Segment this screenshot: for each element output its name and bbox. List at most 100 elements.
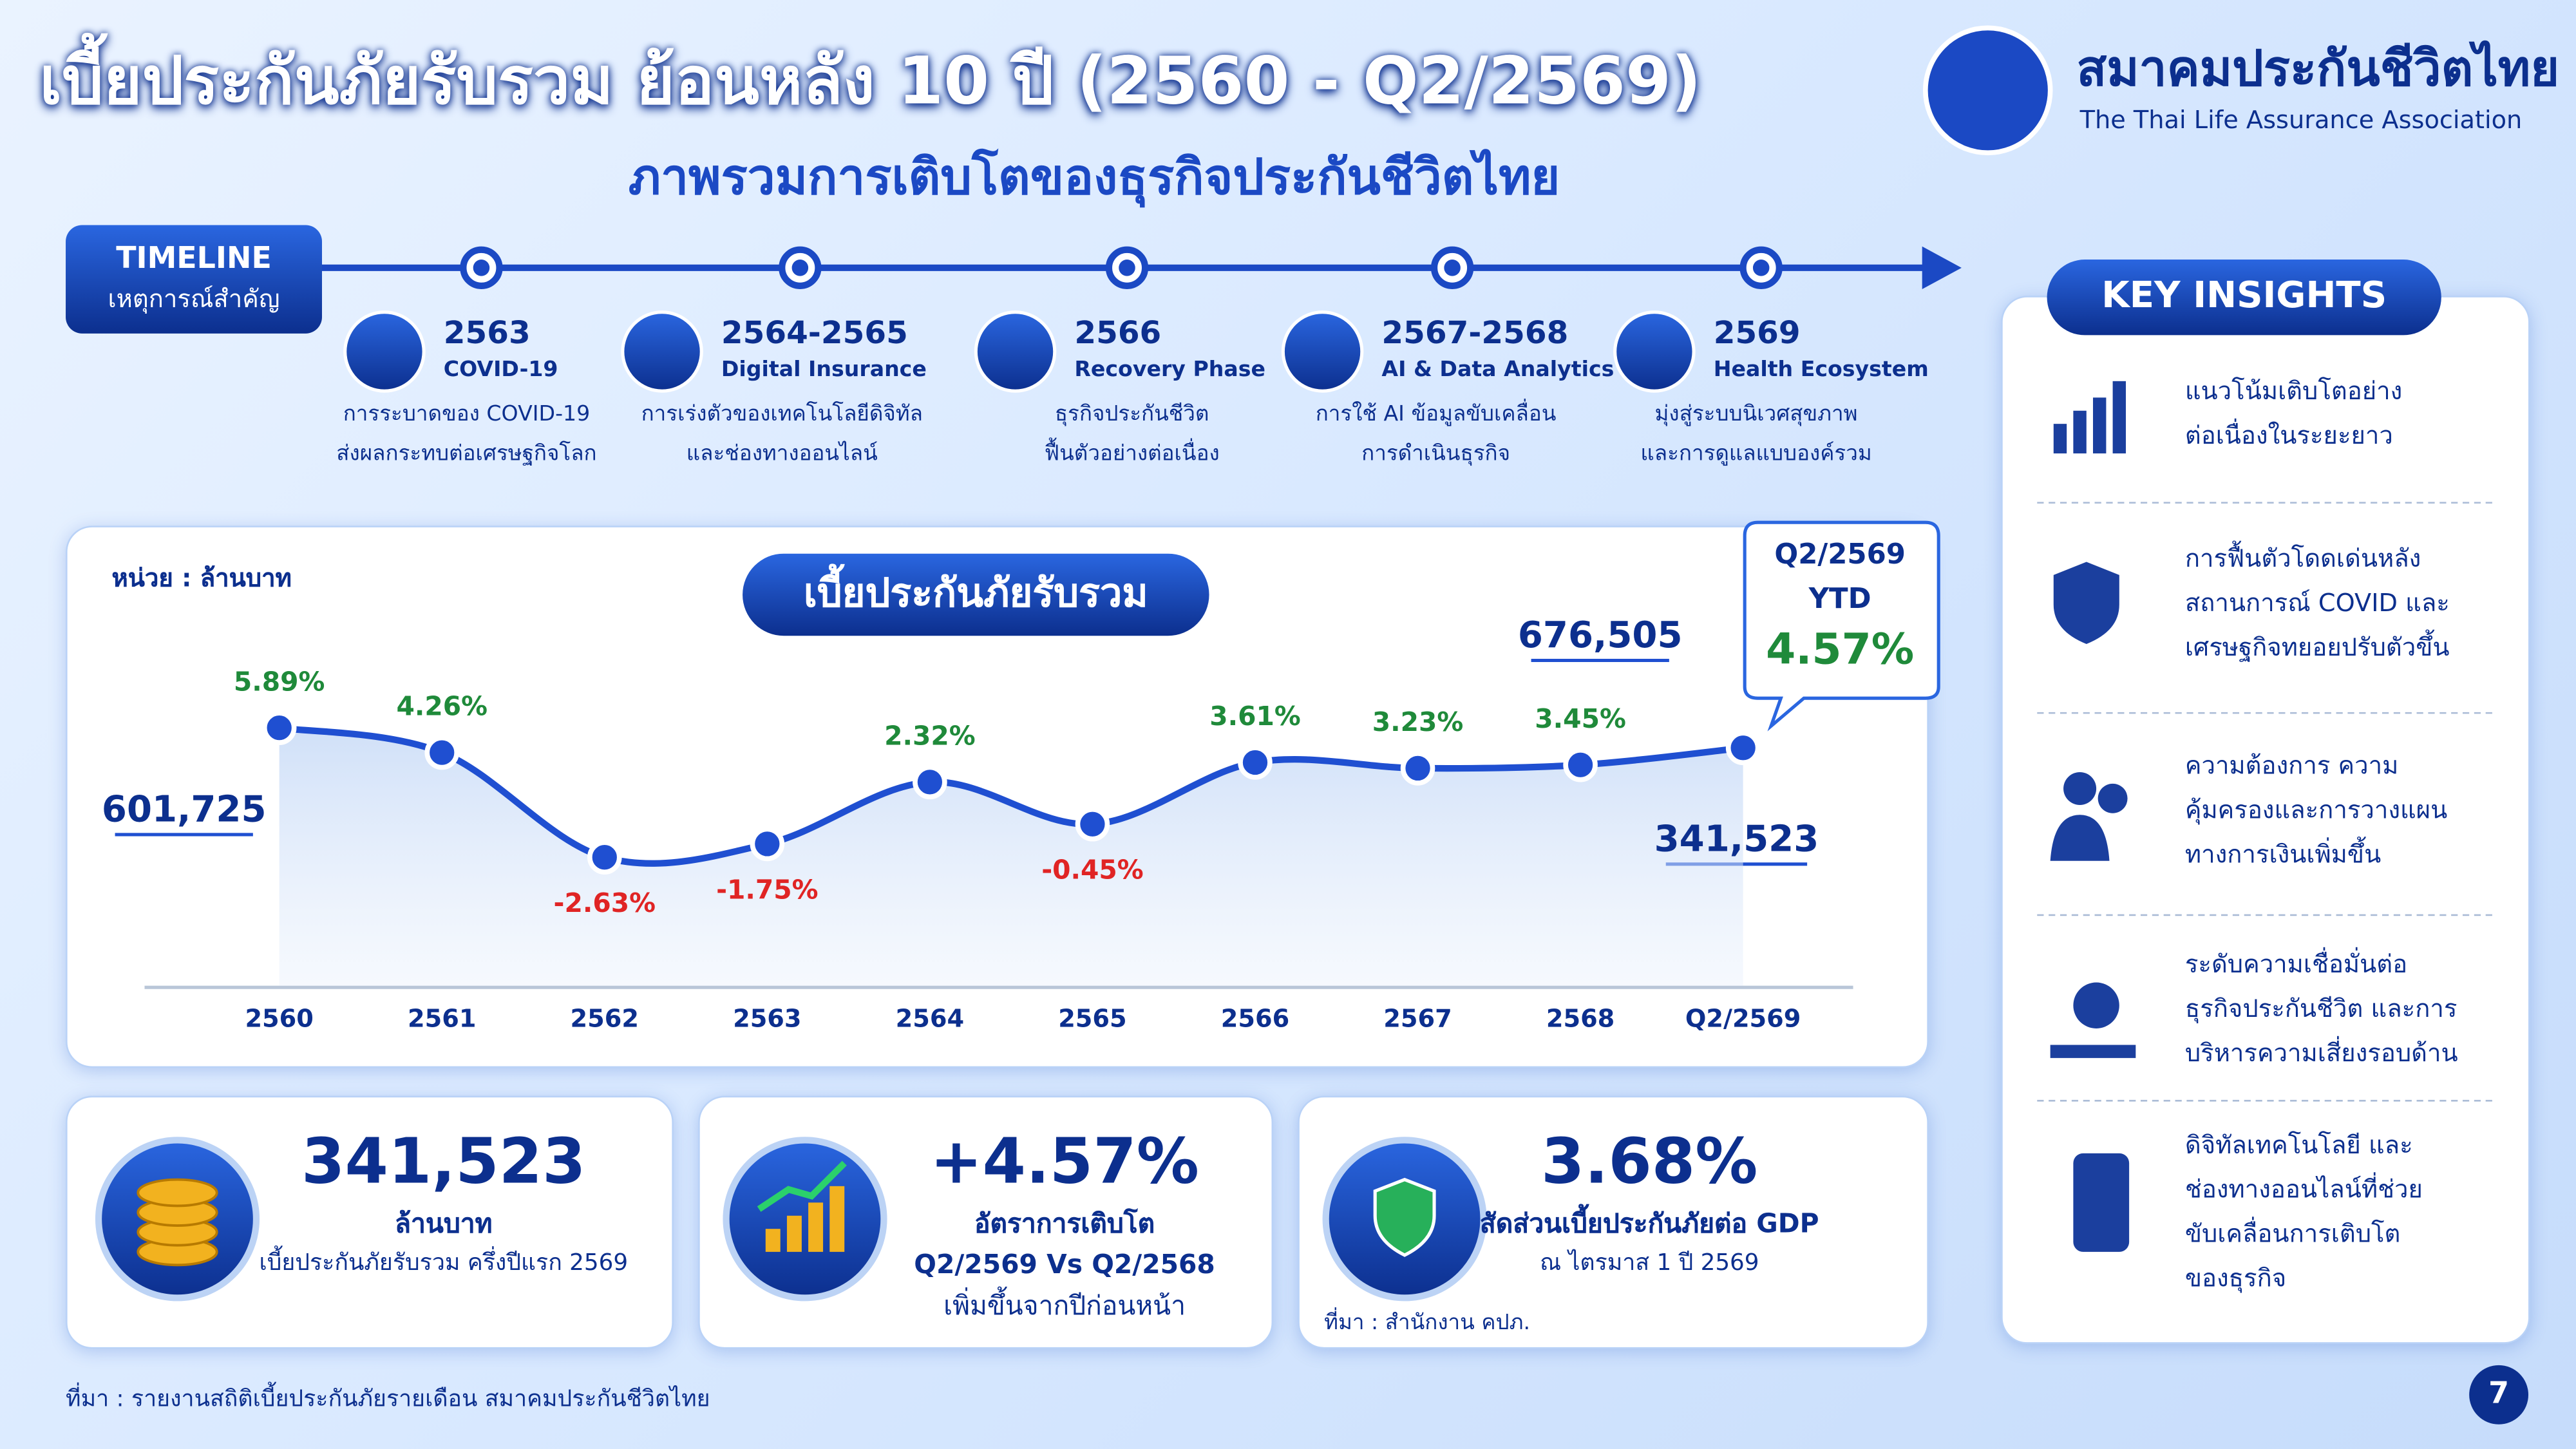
- insight-icons: [2050, 381, 2136, 1252]
- growth-icon: [765, 1186, 845, 1252]
- card-text: เบี้ยประกันภัยรับรวม ครึ่งปีแรก 2569: [259, 1250, 629, 1277]
- chart-unit: หน่วย : ล้านบาท: [111, 563, 292, 593]
- line: [278, 724, 1744, 867]
- event-tag: Health Ecosystem: [1713, 358, 1929, 383]
- x-tick-label: 2564: [896, 1005, 964, 1034]
- event-text: มุ่งสู่ระบบนิเวศสุขภาพ: [1654, 402, 1858, 428]
- insight-text: แนวโน้มเติบโตอย่าง: [2184, 376, 2403, 406]
- area: [279, 728, 1743, 986]
- event-year: 2569: [1713, 315, 1801, 352]
- data-label: 3.45%: [1535, 703, 1626, 734]
- event-text: และการดูแลแบบองค์รวม: [1640, 442, 1872, 467]
- event-text: การระบาดของ COVID-19: [343, 402, 591, 428]
- card-text: เพิ่มขึ้นจากปีก่อนหน้า: [943, 1289, 1186, 1321]
- logo-emblem: [1922, 25, 2053, 156]
- event-text: การดำเนินธุรกิจ: [1361, 442, 1511, 467]
- x-tick-label: 2560: [245, 1005, 313, 1034]
- insight-text: ทางการเงินเพิ่มขึ้น: [2184, 839, 2382, 869]
- insight-text: เศรษฐกิจทยอยปรับตัวขึ้น: [2184, 632, 2450, 663]
- data-label: 4.26%: [396, 691, 488, 722]
- card-text: ล้านบาท: [394, 1207, 493, 1239]
- x-tick-label: 2563: [733, 1005, 801, 1034]
- shield-icon: [1373, 1177, 1436, 1257]
- data-label: 3.61%: [1209, 701, 1301, 732]
- timeline-label: TIMELINE: [116, 241, 272, 276]
- card-value: +4.57%: [930, 1125, 1199, 1198]
- point: [913, 764, 947, 800]
- x-tick-label: 2562: [571, 1005, 639, 1034]
- timeline-dot-cores: [473, 260, 1770, 276]
- event-tag: Recovery Phase: [1074, 358, 1266, 383]
- data-label: -0.45%: [1041, 855, 1143, 886]
- insight-text: ความต้องการ ความ: [2184, 750, 2399, 781]
- x-tick-label: 2567: [1383, 1005, 1452, 1034]
- chart-title: เบี้ยประกันภัยรับรวม: [803, 570, 1148, 616]
- event-text: ฟื้นตัวอย่างต่อเนื่อง: [1044, 442, 1220, 467]
- footer-source: ที่มา : รายงานสถิติเบี้ยประกันภัยรายเดือ…: [66, 1387, 710, 1413]
- insight-text: บริหารความเสี่ยงรอบด้าน: [2184, 1038, 2458, 1068]
- card-text: อัตราการเติบโต: [974, 1207, 1155, 1239]
- timeline-badge: [66, 225, 322, 334]
- insight-dividers: [2037, 502, 2494, 1102]
- x-tick-label: 2565: [1058, 1005, 1126, 1034]
- source-note: ที่มา : สำนักงาน คปภ.: [1324, 1311, 1531, 1336]
- card-text: สัดส่วนเบี้ยประกันภัยต่อ GDP: [1479, 1207, 1819, 1239]
- x-tick-label: 2566: [1221, 1005, 1289, 1034]
- event-year: 2564-2565: [721, 315, 908, 352]
- insights-title: KEY INSIGHTS: [2101, 276, 2387, 317]
- insight-text: ช่องทางออนไลน์ที่ช่วย: [2184, 1174, 2423, 1204]
- point: [1075, 806, 1110, 842]
- page-number: 7: [2488, 1376, 2510, 1412]
- event-text: การเร่งตัวของเทคโนโลยีดิจิทัล: [641, 402, 923, 428]
- event-text: และช่องทางออนไลน์: [686, 442, 878, 467]
- event-tag: Digital Insurance: [721, 358, 927, 383]
- event-text: ธุรกิจประกันชีวิต: [1054, 402, 1209, 428]
- insight-text: คุ้มครองและการวางแผน: [2184, 795, 2448, 825]
- insight-text: ขับเคลื่อนการเติบโต: [2184, 1218, 2401, 1249]
- card-text: Q2/2569 Vs Q2/2568: [914, 1248, 1215, 1280]
- card-value: 3.68%: [1541, 1125, 1758, 1198]
- timeline-sublabel: เหตุการณ์สำคัญ: [108, 284, 280, 314]
- page-badge: [2469, 1365, 2529, 1425]
- event-text: ส่งผลกระทบต่อเศรษฐกิจโลก: [336, 442, 597, 467]
- point: [1725, 730, 1761, 766]
- insight-text: สถานการณ์ COVID และ: [2184, 588, 2450, 618]
- timeline-dots: [460, 246, 1783, 289]
- insight-text: การฟื้นตัวโดดเด่นหลัง: [2184, 544, 2421, 574]
- point: [750, 826, 785, 862]
- x-tick-label: 2568: [1546, 1005, 1615, 1034]
- event-year: 2566: [1074, 315, 1162, 352]
- event-year: 2563: [443, 315, 531, 352]
- data-label: -2.63%: [554, 887, 656, 918]
- title: เบี้ยประกันภัยรับรวม ย้อนหลัง 10 ปี (256…: [39, 44, 1701, 120]
- point: [261, 710, 297, 745]
- event-tag: COVID-19: [443, 358, 558, 383]
- x-tick-label: 2561: [408, 1005, 476, 1034]
- insight-text: ของธุรกิจ: [2184, 1263, 2287, 1293]
- callout-label: YTD: [1808, 583, 1871, 616]
- event-icons: [343, 310, 1696, 393]
- timeline-arrow: [1922, 246, 1962, 289]
- data-label: 2.32%: [884, 721, 976, 752]
- subtitle: ภาพรวมการเติบโตของธุรกิจประกันชีวิตไทย: [628, 149, 1560, 207]
- coin-stack: [137, 1178, 218, 1267]
- insight-text: ดิจิทัลเทคโนโลยี และ: [2184, 1130, 2413, 1160]
- point: [1400, 751, 1435, 786]
- event-text: การใช้ AI ข้อมูลขับเคลื่อน: [1315, 402, 1557, 428]
- data-label: 3.23%: [1372, 706, 1464, 737]
- growth-arrow: [757, 1160, 847, 1212]
- callout-box: [1743, 520, 1940, 732]
- logo-text: สมาคมประกันชีวิตไทย: [2076, 41, 2560, 99]
- callout-period: Q2/2569: [1774, 538, 1906, 572]
- insights-pill: [2047, 260, 2441, 336]
- callout-value: 4.57%: [1766, 625, 1915, 676]
- card-value: 341,523: [301, 1125, 586, 1198]
- point: [1238, 745, 1273, 780]
- data-label: -1.75%: [716, 874, 818, 905]
- x-tick-label: Q2/2569: [1685, 1005, 1801, 1034]
- point: [424, 735, 460, 770]
- card-text: ณ ไตรมาส 1 ปี 2569: [1539, 1250, 1759, 1277]
